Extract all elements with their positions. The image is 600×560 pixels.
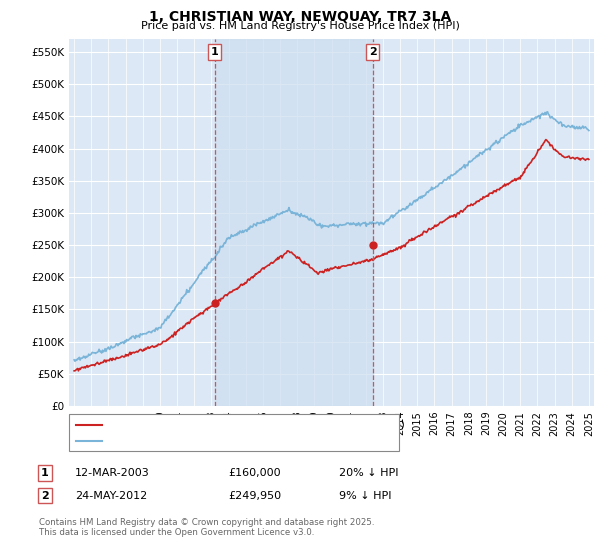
Text: 2: 2 [369,47,377,57]
Text: 20% ↓ HPI: 20% ↓ HPI [339,468,398,478]
Text: £160,000: £160,000 [228,468,281,478]
Bar [215,39,373,406]
Text: Contains HM Land Registry data © Crown copyright and database right 2025.
This d: Contains HM Land Registry data © Crown c… [39,518,374,538]
Text: Price paid vs. HM Land Registry's House Price Index (HPI): Price paid vs. HM Land Registry's House … [140,21,460,31]
Text: 2: 2 [41,491,49,501]
Text: 1, CHRISTIAN WAY, NEWQUAY, TR7 3LA: 1, CHRISTIAN WAY, NEWQUAY, TR7 3LA [149,10,451,24]
Text: 1: 1 [41,468,49,478]
Text: 12-MAR-2003: 12-MAR-2003 [75,468,150,478]
Text: HPI: Average price, detached house, Cornwall: HPI: Average price, detached house, Corn… [106,436,344,446]
Text: 9% ↓ HPI: 9% ↓ HPI [339,491,391,501]
Text: 1: 1 [211,47,219,57]
Text: 1, CHRISTIAN WAY, NEWQUAY, TR7 3LA (detached house): 1, CHRISTIAN WAY, NEWQUAY, TR7 3LA (deta… [106,419,405,430]
Text: £249,950: £249,950 [228,491,281,501]
Text: 24-MAY-2012: 24-MAY-2012 [75,491,147,501]
